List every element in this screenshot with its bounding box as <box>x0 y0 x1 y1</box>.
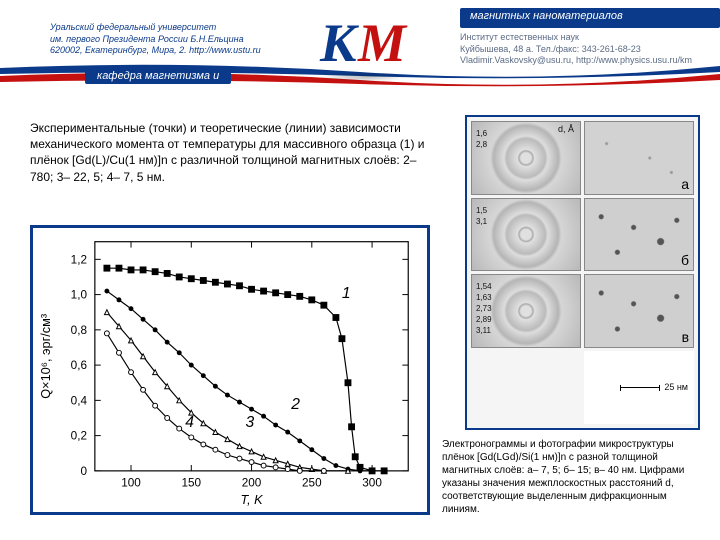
svg-text:200: 200 <box>242 477 262 490</box>
svg-text:100: 100 <box>121 477 141 490</box>
svg-text:3: 3 <box>246 414 255 431</box>
km-logo: К М <box>300 6 440 86</box>
svg-text:150: 150 <box>181 477 201 490</box>
scale-bar: 25 нм <box>584 351 694 425</box>
micrograph-cell: а <box>584 121 694 195</box>
micrograph-cell: 1,541,632,732,893,11 <box>471 274 581 348</box>
svg-text:0: 0 <box>80 465 87 478</box>
micrograph-panel: d, Å1,62,8а1,53,1б1,541,632,732,893,11в2… <box>465 115 700 430</box>
header-university-text: Уральский федеральный университет им. пе… <box>50 22 285 57</box>
svg-text:0,8: 0,8 <box>71 324 88 337</box>
header-top-label: магнитных наноматериалов <box>460 8 720 28</box>
header-institute-text: Институт естественных наук Куйбышева, 48… <box>460 32 705 67</box>
svg-text:0,2: 0,2 <box>71 430 87 443</box>
svg-text:1: 1 <box>342 285 351 302</box>
logo-letter-k: К <box>320 12 357 74</box>
chart-svg: 100 150 200 250 300 0 0,2 0,4 0,6 0,8 1,0 1,2 T, K Q×… <box>33 228 427 512</box>
svg-text:1,0: 1,0 <box>71 289 88 302</box>
svg-text:300: 300 <box>362 477 382 490</box>
svg-text:2: 2 <box>290 396 300 413</box>
svg-text:4: 4 <box>185 414 194 431</box>
svg-text:1,2: 1,2 <box>71 253 87 266</box>
micrograph-cell: d, Å1,62,8 <box>471 121 581 195</box>
micrograph-cell: б <box>584 198 694 272</box>
micrograph-cell: 1,53,1 <box>471 198 581 272</box>
temperature-moment-chart: 100 150 200 250 300 0 0,2 0,4 0,6 0,8 1,0 1,2 T, K Q×… <box>30 225 430 515</box>
chart-caption: Экспериментальные (точки) и теоретически… <box>30 120 430 185</box>
content-area: Экспериментальные (точки) и теоретически… <box>0 110 720 540</box>
svg-text:T, K: T, K <box>240 492 263 507</box>
svg-text:Q×10⁶, эрг/см³: Q×10⁶, эрг/см³ <box>38 314 53 399</box>
svg-text:250: 250 <box>302 477 322 490</box>
svg-text:0,4: 0,4 <box>71 394 88 407</box>
svg-text:0,6: 0,6 <box>71 359 88 372</box>
header-department-label: кафедра магнетизма и <box>85 68 231 84</box>
micrograph-cell: в <box>584 274 694 348</box>
page-header: магнитных наноматериалов Уральский федер… <box>0 0 720 92</box>
micrograph-caption: Электронограммы и фотографии микрострукт… <box>442 438 702 516</box>
logo-letter-m: М <box>358 12 406 74</box>
